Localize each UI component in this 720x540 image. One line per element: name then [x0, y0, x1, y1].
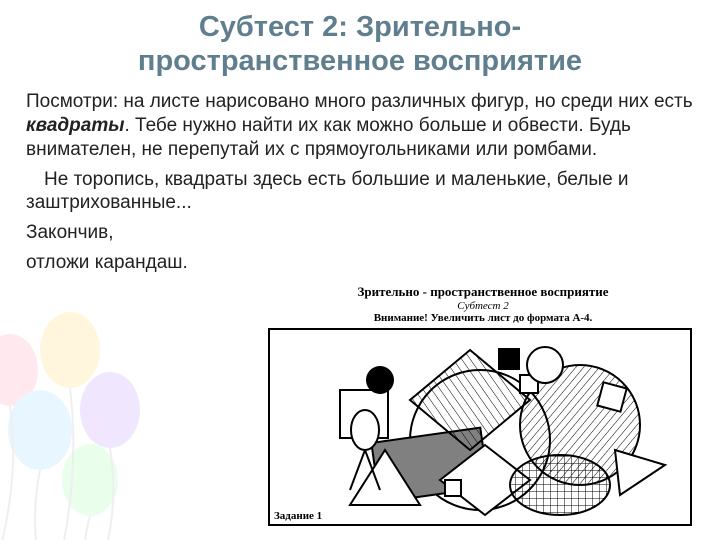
shapes-drawing	[270, 330, 690, 524]
paragraph-3a: Закончив,	[26, 221, 694, 245]
paragraph-2: Не торопись, квадраты здесь есть большие…	[26, 168, 694, 216]
paragraph-1: Посмотри: на листе нарисовано много разл…	[26, 90, 694, 161]
worksheet-frame: Задание 1	[268, 328, 692, 526]
worksheet-task-label: Задание 1	[274, 510, 322, 522]
title-line-2: пространственное восприятие	[138, 45, 582, 77]
worksheet-figure: Зрительно - пространственное восприятие …	[268, 284, 698, 526]
keyword-squares: квадраты	[26, 115, 124, 136]
worksheet-sub: Субтест 2 Внимание! Увеличить лист до фо…	[268, 300, 698, 324]
slide-title: Субтест 2: Зрительно- пространственное в…	[0, 0, 720, 84]
worksheet-heading: Зрительно - пространственное восприятие	[268, 284, 698, 300]
paragraph-3b: отложи карандаш.	[26, 251, 694, 275]
background-balloons	[0, 310, 190, 540]
slide-body: Посмотри: на листе нарисовано много разл…	[0, 84, 720, 274]
title-line-1: Субтест 2: Зрительно-	[199, 11, 521, 43]
